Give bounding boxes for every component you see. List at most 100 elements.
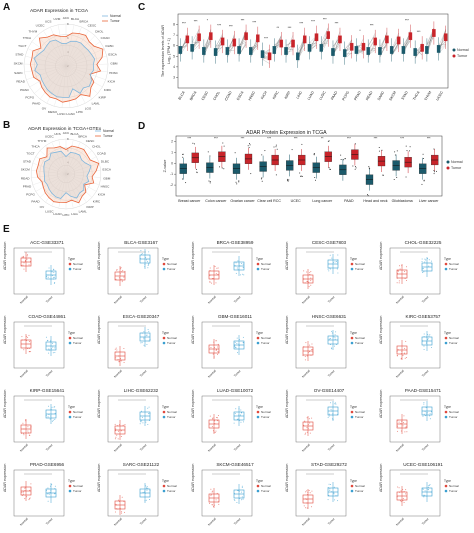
outlier-point [327, 140, 329, 142]
legend-title: Type [350, 479, 357, 483]
jitter-point [216, 267, 218, 269]
significance-label: ** [277, 26, 280, 30]
outlier-point [275, 144, 277, 146]
significance-label: *** [267, 136, 271, 140]
jitter-point [139, 423, 141, 425]
jitter-point [217, 273, 219, 275]
x-tick-label: Glioblastoma [392, 199, 413, 203]
jitter-point [427, 338, 429, 340]
jitter-point [54, 352, 56, 354]
significance-label: *** [323, 17, 327, 21]
legend-label-normal: Normal [261, 262, 271, 266]
jitter-point [429, 334, 431, 336]
jitter-point [122, 269, 124, 271]
jitter-point [146, 261, 148, 263]
jitter-point [124, 424, 126, 426]
radar-spoke [65, 173, 93, 198]
mini-x-label: Tumor [327, 443, 336, 452]
radar-series-tumor [35, 145, 100, 204]
jitter-point [143, 344, 145, 346]
mini-chart-title: SARC-GSE21122 [122, 462, 160, 467]
jitter-point [29, 498, 31, 500]
outlier-point [182, 153, 184, 155]
box-normal [178, 46, 183, 54]
jitter-point [217, 353, 219, 355]
jitter-point [241, 496, 243, 498]
jitter-point [114, 438, 116, 440]
radar-spoke [29, 65, 67, 88]
mini-chart-title: STAD-GSE29272 [311, 462, 347, 467]
box-normal [237, 46, 241, 54]
jitter-point [423, 494, 425, 496]
boxplot-chart-d: -2 -1 0 1 2 Z-value *** Breast cancer *** Colon c… [163, 135, 463, 203]
radar-category-label: BLCA [70, 132, 79, 136]
jitter-point [327, 416, 329, 418]
jitter-point [421, 258, 423, 260]
legend-label-tumor: Tumor [449, 267, 458, 271]
jitter-point [30, 351, 32, 353]
jitter-point [333, 486, 335, 488]
radar-spoke [31, 173, 67, 178]
outlier-point [423, 157, 425, 159]
radar-category-label: BRCA [80, 19, 90, 23]
jitter-point [236, 418, 238, 420]
legend-label-tumor: Tumor [167, 341, 176, 345]
jitter-point [308, 351, 310, 353]
legend-title: Type [256, 479, 263, 483]
jitter-point [306, 490, 308, 492]
jitter-point [311, 348, 313, 350]
jitter-point [241, 487, 243, 489]
jitter-point [337, 272, 339, 274]
significance-label: *** [299, 22, 303, 26]
x-tick-label: CESC [201, 90, 210, 101]
paired-line [191, 29, 200, 43]
jitter-point [45, 336, 47, 338]
legend-label-tumor: Tumor [261, 267, 270, 271]
jitter-point [145, 421, 147, 423]
radar-grid-ring [55, 55, 77, 77]
legend-dot-normal [446, 160, 450, 164]
significance-label: *** [214, 136, 218, 140]
legend-label-tumor: Tumor [167, 415, 176, 419]
outlier-point [434, 171, 436, 173]
jitter-point [310, 271, 312, 273]
mini-x-label: Normal [207, 517, 217, 526]
jitter-point [48, 267, 50, 269]
jitter-point [146, 485, 148, 487]
jitter-point [333, 336, 335, 338]
jitter-point [396, 282, 398, 284]
jitter-point [424, 490, 426, 492]
jitter-point [429, 418, 431, 420]
jitter-point [406, 356, 408, 358]
jitter-point [28, 264, 30, 266]
radar-category-label: STAD [15, 53, 24, 57]
panel-e-label: E [3, 224, 10, 235]
jitter-point [304, 433, 306, 435]
radar-category-label: COAD [101, 36, 111, 40]
mini-x-label: Tumor [45, 517, 54, 526]
radar-category-label: DLBC [101, 159, 110, 163]
jitter-point [402, 497, 404, 499]
jitter-point [23, 434, 25, 436]
jitter-point [120, 435, 122, 437]
mini-x-label: Tumor [139, 369, 148, 378]
jitter-point [51, 420, 53, 422]
jitter-point [425, 259, 427, 261]
radar-category-label: LGG [71, 212, 78, 216]
jitter-point [422, 268, 424, 270]
jitter-point [21, 336, 23, 338]
jitter-point [147, 487, 149, 489]
outlier-point [368, 166, 370, 168]
legend-label-tumor: Tumor [261, 489, 270, 493]
radar-category-label: CHOL [95, 29, 104, 33]
x-tick-label: Clear cell RCC [257, 199, 281, 203]
legend-label-tumor: Tumor [355, 489, 364, 493]
significance-label: *** [405, 18, 409, 22]
legend-label-normal: Normal [449, 410, 459, 414]
mini-chart-title: COAD-GSE44861 [28, 314, 66, 319]
legend-dot-normal [162, 336, 166, 340]
radar-spoke [24, 63, 67, 67]
mini-chart-title: ACC-GSE33371 [30, 240, 64, 245]
paired-line [332, 31, 341, 51]
